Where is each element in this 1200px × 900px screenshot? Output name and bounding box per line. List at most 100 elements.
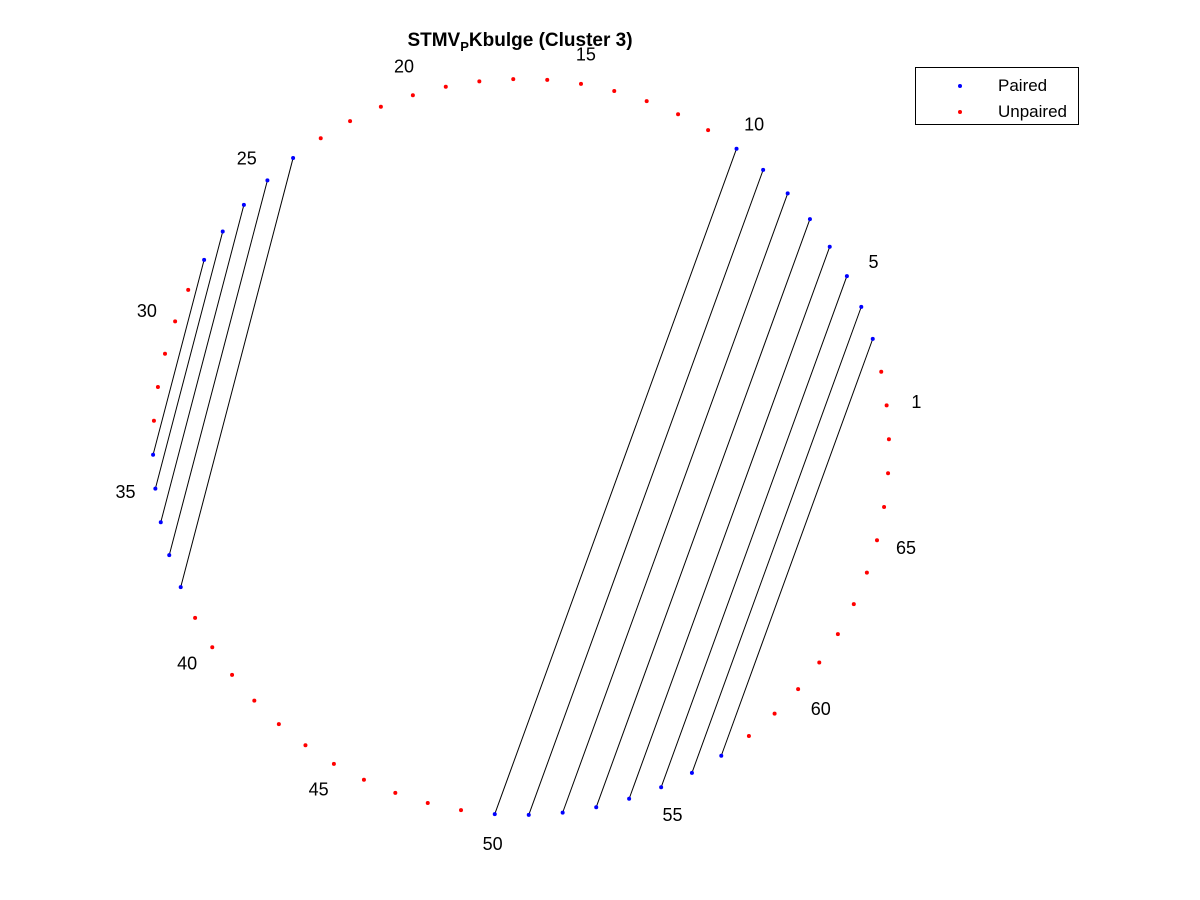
position-label-65: 65: [896, 538, 916, 558]
nucleotide-point-7: [807, 217, 812, 222]
nucleotide-point-17: [511, 77, 516, 82]
nucleotide-point-27: [220, 229, 225, 234]
pair-line-28-34: [152, 259, 205, 455]
nucleotide-point-61: [817, 660, 822, 665]
nucleotide-point-1: [884, 403, 889, 408]
nucleotide-point-12: [676, 112, 681, 117]
legend-label-paired: Paired: [998, 76, 1048, 95]
nucleotide-point-18: [477, 79, 482, 84]
nucleotide-point-57: [719, 753, 724, 758]
nucleotide-point-5: [844, 274, 849, 279]
nucleotide-point-43: [276, 722, 281, 727]
nucleotide-point-33: [151, 418, 156, 423]
pair-line-3-57: [720, 338, 874, 756]
nucleotide-point-52: [560, 810, 565, 815]
pair-line-24-38: [180, 157, 294, 588]
nucleotide-point-60: [796, 687, 801, 692]
position-label-1: 1: [911, 392, 921, 412]
nucleotide-point-37: [167, 553, 172, 558]
position-label-15: 15: [576, 44, 596, 64]
nucleotide-point-59: [772, 711, 777, 716]
chart-title: STMVPKbulge (Cluster 3): [0, 30, 1040, 54]
pair-line-7-53: [595, 218, 811, 808]
nucleotide-point-34: [151, 452, 156, 457]
position-label-35: 35: [116, 482, 136, 502]
paired-marker: [958, 84, 962, 88]
pair-line-6-54: [628, 246, 831, 799]
nucleotide-point-49: [459, 808, 464, 813]
nucleotide-point-13: [644, 99, 649, 104]
nucleotide-point-8: [785, 191, 790, 196]
nucleotide-point-62: [835, 632, 840, 637]
title-main: STMV: [407, 30, 461, 51]
nucleotide-point-32: [155, 385, 160, 390]
nucleotide-point-23: [318, 136, 323, 141]
nucleotide-point-19: [443, 84, 448, 89]
nucleotide-point-63: [851, 602, 856, 607]
nucleotide-point-51: [526, 812, 531, 817]
legend-entry-paired: Paired: [916, 74, 1078, 98]
position-label-10: 10: [744, 114, 764, 134]
nucleotide-point-30: [173, 319, 178, 324]
nucleotide-point-35: [153, 486, 158, 491]
position-label-5: 5: [868, 252, 878, 272]
pair-line-4-56: [691, 306, 862, 774]
nucleotide-point-10: [734, 146, 739, 151]
nucleotide-point-58: [746, 733, 751, 738]
nucleotide-point-50: [492, 812, 497, 817]
legend: Paired Unpaired: [915, 67, 1079, 125]
nucleotide-point-65: [874, 538, 879, 543]
nucleotide-point-40: [210, 645, 215, 650]
nucleotide-point-68: [886, 437, 891, 442]
nucleotide-point-16: [545, 77, 550, 82]
nucleotide-point-15: [578, 81, 583, 86]
nucleotide-point-42: [252, 698, 257, 703]
nucleotide-points: [151, 77, 891, 817]
pair-line-8-52: [562, 193, 789, 813]
pair-lines: [152, 148, 874, 816]
nucleotide-point-11: [706, 128, 711, 133]
nucleotide-point-36: [158, 520, 163, 525]
nucleotide-point-9: [761, 167, 766, 172]
nucleotide-point-4: [859, 304, 864, 309]
nucleotide-point-54: [627, 796, 632, 801]
unpaired-marker: [958, 110, 962, 114]
legend-label-unpaired: Unpaired: [998, 102, 1067, 121]
nucleotide-point-14: [612, 89, 617, 94]
nucleotide-point-47: [393, 790, 398, 795]
nucleotide-point-31: [163, 351, 168, 356]
title-subscript: P: [460, 38, 469, 54]
nucleotide-point-26: [241, 202, 246, 207]
legend-entry-unpaired: Unpaired: [916, 100, 1078, 124]
nucleotide-point-3: [870, 336, 875, 341]
nucleotide-point-20: [410, 93, 415, 98]
position-label-60: 60: [811, 699, 831, 719]
nucleotide-point-41: [230, 672, 235, 677]
nucleotide-point-39: [193, 615, 198, 620]
position-label-25: 25: [237, 149, 257, 169]
nucleotide-point-6: [827, 244, 832, 249]
nucleotide-point-24: [291, 156, 296, 161]
nucleotide-point-2: [879, 369, 884, 374]
pair-line-26-36: [160, 204, 245, 523]
nucleotide-point-21: [378, 104, 383, 109]
nucleotide-point-22: [348, 119, 353, 124]
pair-line-5-55: [660, 275, 848, 788]
pair-line-9-51: [528, 169, 764, 816]
nucleotide-point-45: [331, 761, 336, 766]
nucleotide-point-25: [265, 178, 270, 183]
nucleotide-point-67: [886, 471, 891, 476]
nucleotide-point-44: [303, 743, 308, 748]
nucleotide-point-64: [864, 570, 869, 575]
pair-line-27-35: [154, 231, 224, 489]
nucleotide-point-48: [425, 800, 430, 805]
nucleotide-point-28: [202, 257, 207, 262]
nucleotide-point-46: [361, 777, 366, 782]
nucleotide-point-53: [594, 805, 599, 810]
nucleotide-point-38: [178, 585, 183, 590]
position-label-30: 30: [137, 301, 157, 321]
nucleotide-point-55: [659, 785, 664, 790]
position-label-55: 55: [663, 805, 683, 825]
